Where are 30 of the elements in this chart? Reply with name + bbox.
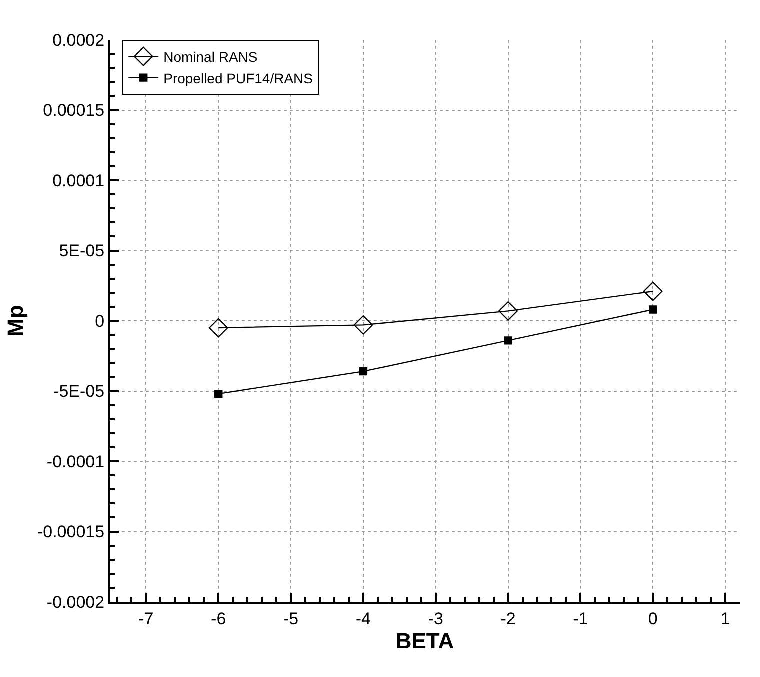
y-tick-label: 0.00015 xyxy=(43,101,105,120)
y-tick-label: -0.0001 xyxy=(46,452,105,472)
x-tick-label: 1 xyxy=(720,609,730,628)
x-axis-title: BETA xyxy=(396,628,454,654)
y-tick-label: -5E-05 xyxy=(54,382,105,402)
point xyxy=(359,367,368,376)
point xyxy=(643,282,663,302)
legend-label: Nominal RANS xyxy=(164,49,258,66)
x-tick-label: -1 xyxy=(573,609,588,628)
y-tick-label: -0.00015 xyxy=(37,522,105,542)
point xyxy=(504,336,512,345)
y-tick-label: 0.0001 xyxy=(52,171,105,190)
y-tick-label: 0 xyxy=(95,312,105,331)
point xyxy=(649,306,658,314)
y-tick-label: 5E-05 xyxy=(59,242,105,261)
y-tick-label: 0.0002 xyxy=(52,30,105,50)
point xyxy=(498,301,518,321)
x-tick-label: 0 xyxy=(648,609,658,628)
x-tick-label: -4 xyxy=(356,609,372,628)
x-tick-label: -5 xyxy=(283,609,299,628)
x-tick-label: -2 xyxy=(500,609,516,628)
x-tick-label: -6 xyxy=(211,609,226,628)
y-tick-label: -0.0002 xyxy=(46,592,105,612)
point xyxy=(214,390,223,398)
legend-label: Propelled PUF14/RANS xyxy=(164,70,314,86)
point xyxy=(208,318,228,338)
point xyxy=(354,316,374,335)
y-axis-title: Mp xyxy=(2,305,28,337)
x-tick-label: -3 xyxy=(428,609,444,628)
x-tick-label: -7 xyxy=(138,609,154,628)
